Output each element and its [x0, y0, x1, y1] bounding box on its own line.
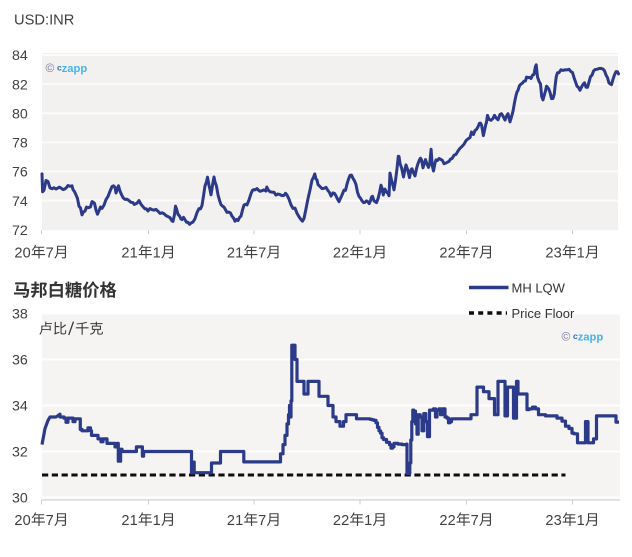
svg-text:0: 0 — [23, 245, 31, 261]
svg-text:72: 72 — [12, 223, 28, 239]
svg-text:7: 7 — [258, 513, 266, 529]
svg-text:38: 38 — [12, 307, 28, 323]
svg-text:1: 1 — [577, 513, 585, 529]
svg-text:1: 1 — [130, 513, 138, 529]
svg-text:7: 7 — [258, 245, 266, 261]
svg-text:36: 36 — [12, 353, 28, 369]
svg-text:1: 1 — [130, 245, 138, 261]
svg-text:76: 76 — [12, 165, 28, 181]
svg-text:7: 7 — [471, 245, 479, 261]
svg-text:2: 2 — [121, 513, 129, 529]
svg-text:84: 84 — [12, 48, 28, 64]
svg-text:7: 7 — [471, 513, 479, 529]
svg-text:2: 2 — [448, 513, 456, 529]
svg-text:USD:INR: USD:INR — [14, 12, 74, 28]
svg-text:zapp: zapp — [578, 332, 604, 344]
svg-text:32: 32 — [12, 445, 28, 461]
svg-text:zapp: zapp — [62, 63, 88, 75]
svg-text:©: © — [562, 330, 571, 344]
svg-text:34: 34 — [12, 399, 28, 415]
svg-text:78: 78 — [12, 136, 28, 152]
svg-text:2: 2 — [341, 513, 349, 529]
svg-text:MH LQW: MH LQW — [512, 280, 566, 295]
svg-text:2: 2 — [545, 245, 553, 261]
svg-text:2: 2 — [341, 245, 349, 261]
svg-text:2: 2 — [121, 245, 129, 261]
svg-text:©: © — [46, 61, 55, 75]
svg-text:3: 3 — [554, 245, 562, 261]
svg-text:2: 2 — [227, 513, 235, 529]
svg-text:2: 2 — [14, 513, 22, 529]
svg-text:0: 0 — [23, 513, 31, 529]
svg-text:2: 2 — [14, 245, 22, 261]
svg-text:1: 1 — [235, 513, 243, 529]
svg-text:2: 2 — [439, 513, 447, 529]
svg-text:1: 1 — [153, 513, 161, 529]
svg-text:c: c — [573, 331, 578, 341]
svg-text:1: 1 — [364, 513, 372, 529]
svg-text:1: 1 — [364, 245, 372, 261]
svg-text:2: 2 — [448, 245, 456, 261]
svg-text:7: 7 — [46, 245, 54, 261]
svg-text:Price Floor: Price Floor — [512, 306, 576, 321]
svg-text:30: 30 — [12, 491, 28, 507]
svg-text:2: 2 — [333, 513, 341, 529]
svg-text:3: 3 — [554, 513, 562, 529]
svg-text:80: 80 — [12, 106, 28, 122]
svg-text:2: 2 — [439, 245, 447, 261]
svg-text:2: 2 — [227, 245, 235, 261]
svg-text:1: 1 — [235, 245, 243, 261]
svg-text:2: 2 — [545, 513, 553, 529]
svg-text:7: 7 — [46, 513, 54, 529]
svg-text:82: 82 — [12, 77, 28, 93]
svg-text:74: 74 — [12, 194, 28, 210]
svg-text:c: c — [57, 63, 62, 73]
svg-text:1: 1 — [577, 245, 585, 261]
svg-text:2: 2 — [333, 245, 341, 261]
svg-text:1: 1 — [153, 245, 161, 261]
